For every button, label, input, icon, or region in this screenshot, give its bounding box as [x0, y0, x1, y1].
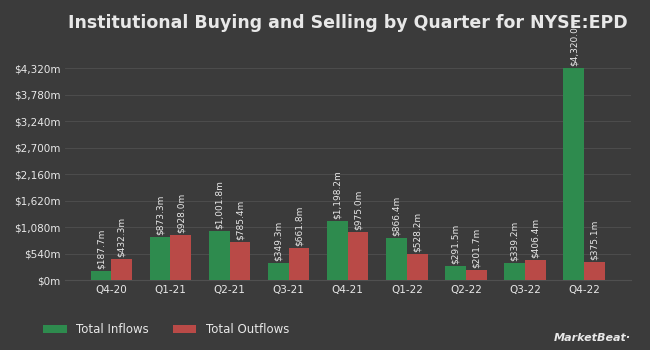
Text: $187.7m: $187.7m — [97, 229, 105, 269]
Bar — [327, 221, 348, 280]
Bar — [386, 238, 407, 280]
Bar — [229, 241, 250, 280]
Bar — [584, 262, 604, 280]
Text: $873.3m: $873.3m — [155, 195, 164, 235]
Text: $528.2m: $528.2m — [413, 212, 422, 252]
Text: $1,198.2m: $1,198.2m — [333, 170, 342, 219]
Text: $785.4m: $785.4m — [235, 199, 244, 240]
Text: $975.0m: $975.0m — [354, 190, 363, 230]
Text: $349.3m: $349.3m — [274, 221, 283, 261]
Bar — [564, 69, 584, 280]
Text: MarketBeat·: MarketBeat· — [553, 333, 630, 343]
Bar — [91, 271, 111, 280]
Title: Institutional Buying and Selling by Quarter for NYSE:EPD: Institutional Buying and Selling by Quar… — [68, 14, 627, 32]
Legend: Total Inflows, Total Outflows: Total Inflows, Total Outflows — [38, 318, 294, 341]
Bar — [209, 231, 229, 280]
Text: $4,320.0m: $4,320.0m — [569, 18, 578, 66]
Text: $339.2m: $339.2m — [510, 221, 519, 261]
Text: $432.3m: $432.3m — [117, 217, 126, 257]
Bar — [111, 259, 132, 280]
Text: $661.8m: $661.8m — [294, 205, 304, 246]
Bar — [170, 234, 191, 280]
Text: $201.7m: $201.7m — [472, 228, 481, 268]
Text: $291.5m: $291.5m — [451, 224, 460, 264]
Bar — [289, 247, 309, 280]
Text: $375.1m: $375.1m — [590, 219, 599, 260]
Bar — [407, 254, 428, 280]
Text: $928.0m: $928.0m — [176, 193, 185, 233]
Bar — [268, 263, 289, 280]
Bar — [348, 232, 369, 280]
Bar — [504, 264, 525, 280]
Bar — [445, 266, 466, 280]
Bar — [150, 237, 170, 280]
Text: $406.4m: $406.4m — [531, 218, 540, 258]
Text: $866.4m: $866.4m — [392, 195, 401, 236]
Bar — [466, 270, 487, 280]
Bar — [525, 260, 546, 280]
Text: $1,001.8m: $1,001.8m — [214, 180, 224, 229]
